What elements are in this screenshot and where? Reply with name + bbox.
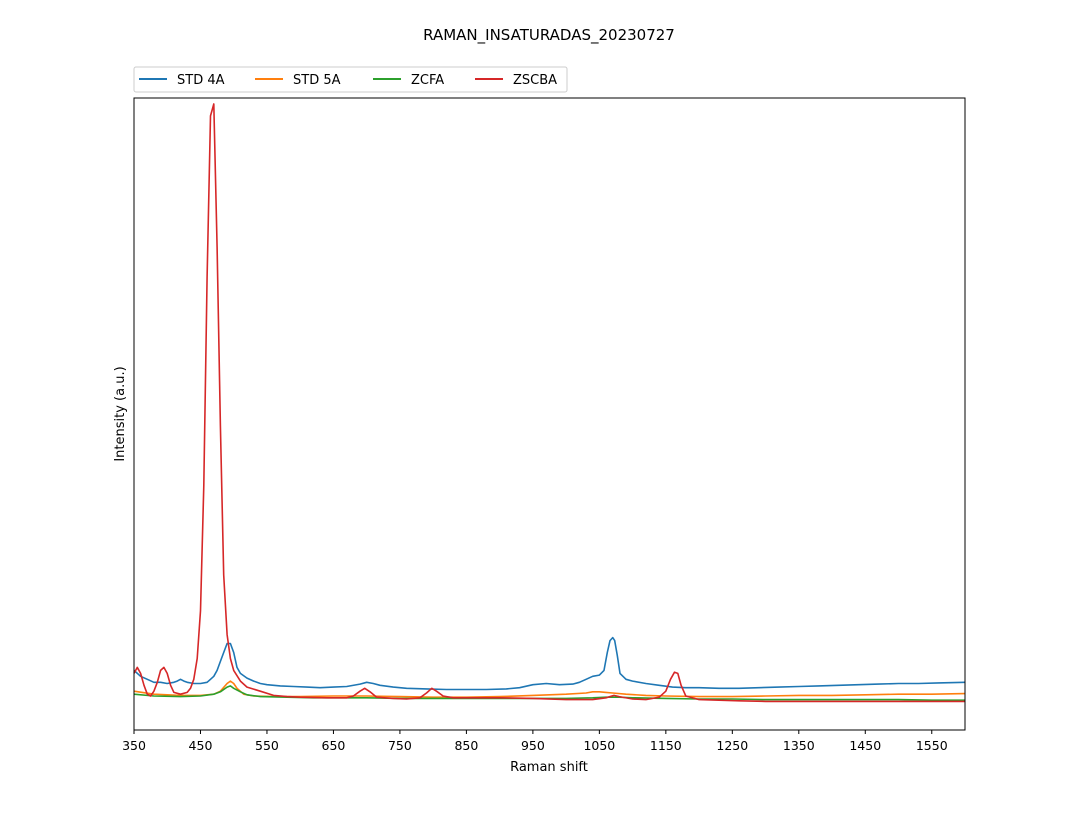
x-tick-label: 450	[189, 738, 213, 753]
y-axis-label: Intensity (a.u.)	[113, 366, 128, 461]
x-tick-label: 750	[388, 738, 412, 753]
x-tick-label: 1250	[716, 738, 748, 753]
x-tick-label: 1150	[650, 738, 682, 753]
legend: STD 4A STD 5A ZCFA ZSCBA	[133, 66, 568, 93]
series-line-zscba	[133, 103, 965, 703]
legend-label: ZCFA	[411, 73, 444, 88]
legend-label: STD 4A	[177, 73, 225, 88]
x-tick-label: 1450	[849, 738, 881, 753]
x-axis-ticks: 350 450 550 650 750 850 950 1050 1150 1250 1350 145…	[122, 730, 948, 753]
plot-frame	[133, 97, 966, 731]
legend-box	[133, 66, 568, 93]
x-tick-label: 850	[454, 738, 478, 753]
x-tick-label: 950	[521, 738, 545, 753]
x-tick-label: 350	[122, 738, 146, 753]
series-line-std-5a	[133, 680, 966, 699]
x-axis-label: Raman shift	[510, 760, 588, 775]
x-tick-label: 1050	[583, 738, 615, 753]
x-tick-label: 650	[322, 738, 346, 753]
chart-title: RAMAN_INSATURADAS_20230727	[423, 26, 675, 45]
legend-label: STD 5A	[293, 73, 341, 88]
x-tick-label: 550	[255, 738, 279, 753]
series-line-zcfa	[133, 685, 965, 702]
legend-label: ZSCBA	[513, 73, 557, 88]
series-layer	[133, 103, 966, 703]
x-tick-label: 1350	[783, 738, 815, 753]
x-tick-label: 1550	[916, 738, 948, 753]
series-line-std-4a	[133, 636, 966, 691]
